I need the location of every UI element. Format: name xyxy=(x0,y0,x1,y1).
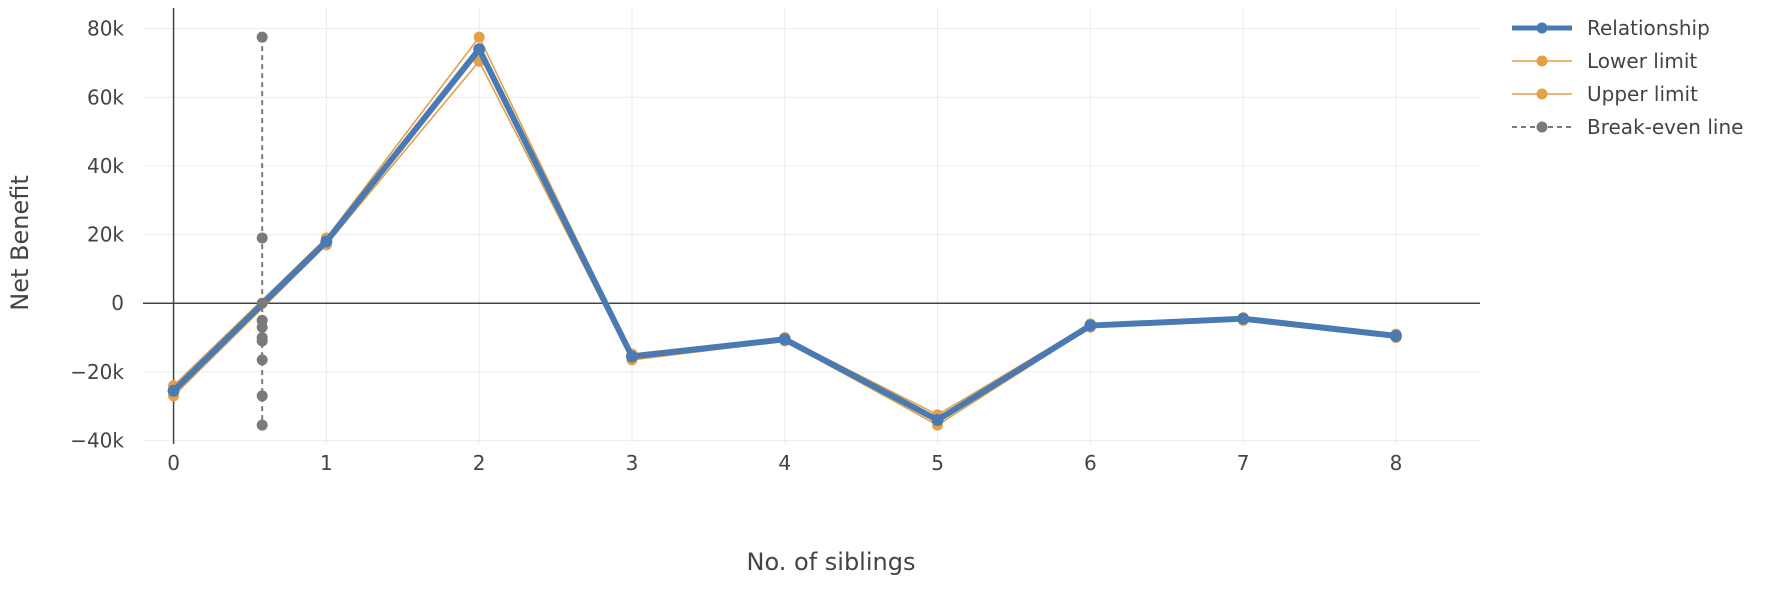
y-tick-label: 20k xyxy=(87,223,124,247)
data-point xyxy=(256,335,268,347)
legend-item: Relationship xyxy=(1512,16,1710,40)
x-tick-label: 5 xyxy=(931,451,944,475)
x-tick-label: 8 xyxy=(1390,451,1403,475)
data-point xyxy=(1237,312,1250,325)
x-tick-label: 7 xyxy=(1237,451,1250,475)
legend-item: Break-even line xyxy=(1512,115,1743,139)
grid-layer xyxy=(143,8,1480,444)
tick-layer: 0 1 2 3 4 5 6 7 8 −40k −20k 0 20k 40k 60k 80k xyxy=(70,17,1402,475)
y-tick-label: 60k xyxy=(87,85,124,109)
data-point xyxy=(931,413,944,426)
x-tick-label: 3 xyxy=(626,451,639,475)
legend-marker-swatch xyxy=(1536,88,1548,100)
data-point xyxy=(778,333,791,346)
series-break-even-line xyxy=(256,31,268,431)
data-point xyxy=(256,354,268,366)
y-tick-label: 0 xyxy=(111,291,124,315)
y-tick-label: −20k xyxy=(70,360,124,384)
legend: Relationship Lower limit Upper limit Break-… xyxy=(1512,16,1743,139)
data-point xyxy=(473,43,486,56)
data-point xyxy=(473,31,485,43)
x-tick-label: 4 xyxy=(778,451,791,475)
x-tick-label: 0 xyxy=(167,451,180,475)
legend-marker-swatch xyxy=(1536,121,1548,133)
data-point xyxy=(256,31,268,43)
series-relationship xyxy=(167,43,1402,426)
x-axis-title: No. of siblings xyxy=(747,548,916,576)
axes-layer xyxy=(143,8,1480,444)
data-point xyxy=(256,390,268,402)
legend-label: Relationship xyxy=(1587,16,1710,40)
y-tick-label: −40k xyxy=(70,429,124,453)
legend-marker-swatch xyxy=(1536,55,1548,67)
x-tick-label: 6 xyxy=(1084,451,1097,475)
data-point xyxy=(256,419,268,431)
x-tick-label: 2 xyxy=(473,451,486,475)
data-point xyxy=(256,232,268,244)
data-point xyxy=(256,321,268,333)
data-point xyxy=(1389,329,1402,342)
legend-label: Lower limit xyxy=(1587,49,1697,73)
series-layer xyxy=(167,31,1402,431)
legend-label: Break-even line xyxy=(1587,115,1743,139)
legend-marker-swatch xyxy=(1536,22,1548,34)
x-tick-label: 1 xyxy=(320,451,333,475)
data-point xyxy=(320,235,333,248)
legend-item: Lower limit xyxy=(1512,49,1697,73)
legend-item: Upper limit xyxy=(1512,82,1698,106)
data-point xyxy=(256,297,268,309)
data-point xyxy=(1084,319,1097,332)
y-tick-label: 80k xyxy=(87,17,124,41)
data-point xyxy=(167,384,180,397)
y-axis-title: Net Benefit xyxy=(6,175,34,311)
legend-label: Upper limit xyxy=(1587,82,1698,106)
y-tick-label: 40k xyxy=(87,154,124,178)
data-point xyxy=(625,350,638,363)
